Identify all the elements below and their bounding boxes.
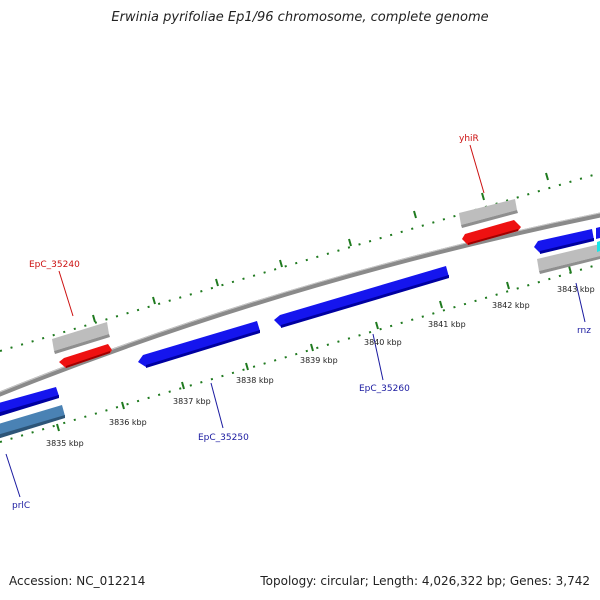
connector-EpC_35240 [58,270,74,317]
major-tick [439,300,443,309]
gene-yhiR[interactable] [462,220,521,245]
major-tick [310,343,314,352]
major-tick [121,401,125,410]
connector-EpC_35260 [372,333,384,381]
grey-feature-rnz[interactable] [537,244,600,271]
tick-label-3842: 3842 kbp [492,301,530,310]
reverse-strand-features [52,199,521,368]
forward-strand-features [0,227,600,439]
gene-labels: EpC_35240 yhiR EpC_35250 EpC_35260 prlC … [12,134,591,511]
gene-EpC_35240[interactable] [59,344,112,368]
tick-label-3839: 3839 kbp [300,356,338,365]
connector-prlC [5,453,21,498]
major-tick [152,296,156,305]
major-tick [245,362,249,371]
chromosome-backbone [0,212,600,397]
connector-yhiR [469,144,485,194]
outer-major-ticks [92,172,549,323]
gene-prlC-upper[interactable] [0,387,59,415]
genome-summary-text: Topology: circular; Length: 4,026,322 bp… [260,574,590,588]
major-tick [348,238,352,247]
grey-feature-yhiR-shadow [461,210,518,228]
major-tick [506,281,510,290]
grey-feature-yhiR[interactable] [459,199,517,225]
grey-feature-EpC_35240[interactable] [52,322,109,351]
map-title: Erwinia pyrifoliae Ep1/96 chromosome, co… [111,10,489,25]
major-tick [56,423,60,432]
gene-EpC_35260-shade [281,275,449,328]
gene-label-EpC_35240[interactable]: EpC_35240 [29,260,80,270]
gene-EpC_35250-shade [146,330,260,368]
gene-prlC-shade [0,415,65,439]
gene-EpC_35240-shade [66,351,110,368]
gene-edge-cyan[interactable] [597,241,600,252]
tick-labels: 3835 kbp 3836 kbp 3837 kbp 3838 kbp 3839… [46,285,595,448]
major-tick [375,321,379,330]
tick-label-3841: 3841 kbp [428,320,466,329]
gene-label-yhiR[interactable]: yhiR [459,134,479,144]
gene-label-prlC[interactable]: prlC [12,501,30,511]
gene-label-rnz[interactable]: rnz [577,326,591,336]
major-tick [568,265,572,274]
gene-yhiR-shade [468,229,518,245]
label-connectors [5,144,586,498]
gene-label-EpC_35260[interactable]: EpC_35260 [359,384,410,394]
gene-rnz[interactable] [534,229,594,253]
outer-minor-tick-track [0,172,600,352]
grey-feature-rnz-shadow [539,256,600,274]
inner-major-ticks [56,265,572,432]
tick-label-3838: 3838 kbp [236,376,274,385]
tick-label-3835: 3835 kbp [46,439,84,448]
connector-rnz [575,282,586,323]
tick-label-3843: 3843 kbp [557,285,595,294]
gene-edge-blue[interactable] [596,227,600,239]
gene-label-EpC_35250[interactable]: EpC_35250 [198,433,249,443]
gene-rnz-shade [540,238,594,254]
gene-EpC_35260[interactable] [274,266,449,327]
major-tick [481,192,485,201]
major-tick [181,381,185,390]
major-tick [279,259,283,268]
gene-prlC-upper-shade [0,395,59,417]
tick-label-3840: 3840 kbp [364,338,402,347]
gene-prlC[interactable] [0,405,65,437]
major-tick [215,278,219,287]
major-tick [413,210,417,219]
accession-text: Accession: NC_012214 [9,574,146,588]
tick-label-3837: 3837 kbp [173,397,211,406]
connector-EpC_35250 [210,382,224,429]
gene-EpC_35250[interactable] [138,321,260,367]
tick-label-3836: 3836 kbp [109,418,147,427]
grey-feature-EpC_35240-shadow [54,334,110,354]
major-tick [92,314,96,323]
major-tick [545,172,549,181]
